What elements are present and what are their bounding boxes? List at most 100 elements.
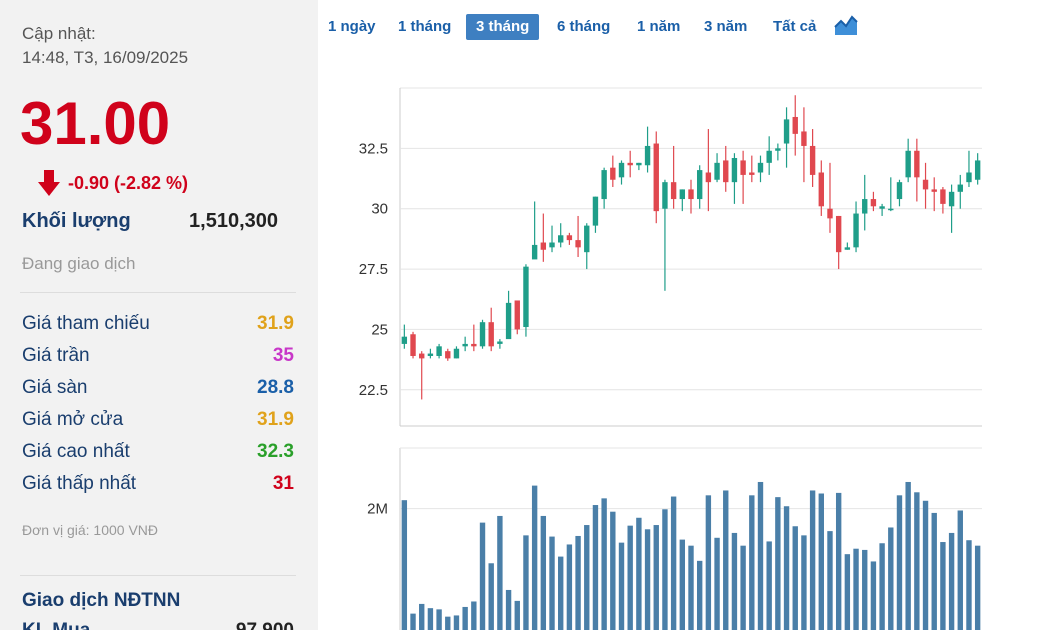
candle-body bbox=[974, 160, 981, 180]
volume-bar bbox=[801, 535, 807, 630]
volume-bar bbox=[948, 532, 955, 630]
candle-body bbox=[566, 235, 573, 241]
volume-bar bbox=[766, 541, 772, 630]
volume-bar bbox=[827, 531, 833, 630]
stock-price-chart: 22.5 25 27.5 30 32.5 2M bbox=[359, 87, 982, 630]
tab-1-year[interactable]: 1 năm bbox=[637, 18, 681, 35]
price-change-row: -0.90 (-2.82 %) bbox=[38, 170, 188, 196]
candle-body bbox=[627, 162, 633, 166]
tab-3-months[interactable]: 3 tháng bbox=[466, 14, 540, 40]
candle-body bbox=[453, 348, 460, 359]
volume-bar bbox=[514, 600, 520, 630]
candle-body bbox=[914, 150, 920, 178]
candle-body bbox=[575, 240, 581, 248]
volume-bar bbox=[870, 561, 877, 630]
volume-bar bbox=[940, 542, 946, 630]
candle-body bbox=[540, 242, 547, 250]
trading-status: Đang giao dịch bbox=[22, 254, 136, 273]
volume-bar bbox=[809, 490, 816, 630]
volume-bar bbox=[757, 481, 764, 630]
volume-bar bbox=[627, 525, 633, 630]
volume-bar bbox=[905, 481, 911, 630]
stock-info-panel: Cập nhật: 14:48, T3, 16/09/2025 31.00 -0… bbox=[0, 0, 318, 630]
stat-value: 28.8 bbox=[257, 377, 294, 398]
current-price: 31.00 bbox=[20, 90, 171, 157]
candle-body bbox=[558, 235, 564, 243]
candle-body bbox=[549, 242, 555, 248]
candle-body bbox=[688, 189, 694, 200]
price-tick-label: 27.5 bbox=[359, 261, 388, 278]
volume-bar bbox=[610, 511, 616, 630]
candle-body bbox=[740, 160, 746, 175]
stat-label: Giá cao nhất bbox=[22, 441, 130, 462]
volume-bar bbox=[558, 556, 564, 630]
foreign-buy-value: 97,900 bbox=[236, 620, 294, 630]
candle-body bbox=[757, 162, 764, 173]
candle-body bbox=[662, 182, 668, 209]
volume-bar bbox=[775, 497, 781, 630]
volume-bar bbox=[888, 527, 894, 630]
tab-3-years[interactable]: 3 năm bbox=[704, 18, 748, 35]
price-unit-note: Đơn vị giá: 1000 VNĐ bbox=[22, 522, 159, 538]
stat-value: 32.3 bbox=[257, 441, 294, 462]
tab-1-month[interactable]: 1 tháng bbox=[398, 18, 452, 35]
candle-body bbox=[783, 119, 790, 144]
candle-body bbox=[957, 184, 963, 192]
candle-body bbox=[419, 353, 425, 359]
volume-bar bbox=[844, 554, 851, 630]
update-label: Cập nhật: bbox=[22, 24, 96, 43]
candle-body bbox=[705, 172, 712, 183]
candle-body bbox=[427, 353, 434, 356]
candle-body bbox=[948, 191, 955, 207]
candle-body bbox=[749, 172, 755, 175]
candle-body bbox=[696, 170, 703, 200]
candle-body bbox=[801, 131, 807, 146]
volume-bar bbox=[462, 606, 468, 630]
stat-reference-price: Giá tham chiếu 31.9 bbox=[22, 313, 294, 343]
stat-low-price: Giá thấp nhất 31 bbox=[22, 473, 294, 503]
candle-body bbox=[410, 334, 416, 356]
volume-bar bbox=[419, 603, 425, 630]
foreign-trading-title: Giao dịch NĐTNN bbox=[22, 590, 181, 611]
candle-body bbox=[931, 189, 937, 192]
volume-bar bbox=[783, 506, 790, 630]
stat-label: Giá tham chiếu bbox=[22, 313, 150, 334]
volume-bar bbox=[436, 609, 442, 630]
volume-bar bbox=[853, 548, 859, 630]
volume-tick-label: 2M bbox=[367, 501, 388, 518]
candle-body bbox=[488, 322, 494, 347]
candle-body bbox=[905, 150, 911, 178]
tab-all[interactable]: Tất cả bbox=[773, 18, 817, 35]
area-chart-icon[interactable] bbox=[834, 14, 858, 36]
stat-label: Giá mở cửa bbox=[22, 409, 124, 430]
volume-bar bbox=[957, 510, 963, 630]
stat-label: Giá thấp nhất bbox=[22, 473, 137, 494]
down-arrow-icon bbox=[38, 170, 60, 196]
divider bbox=[20, 292, 296, 293]
candle-body bbox=[853, 213, 859, 248]
volume-bar bbox=[488, 563, 494, 630]
price-tick-label: 30 bbox=[371, 201, 388, 218]
candle-body bbox=[818, 172, 824, 207]
candle-body bbox=[618, 162, 625, 178]
volume-bar bbox=[540, 515, 547, 630]
candle-body bbox=[601, 170, 607, 200]
volume-bar bbox=[410, 613, 416, 630]
candle-body bbox=[792, 116, 798, 134]
price-tick-label: 25 bbox=[371, 321, 388, 338]
stat-high-price: Giá cao nhất 32.3 bbox=[22, 441, 294, 471]
tab-6-months[interactable]: 6 tháng bbox=[557, 18, 611, 35]
candle-body bbox=[731, 158, 738, 183]
candle-body bbox=[514, 300, 520, 330]
tab-1-day[interactable]: 1 ngày bbox=[328, 18, 376, 35]
volume-bar bbox=[549, 536, 555, 630]
candle-body bbox=[844, 247, 851, 250]
candle-body bbox=[670, 182, 677, 200]
candle-body bbox=[870, 199, 877, 207]
volume-bar bbox=[497, 515, 503, 630]
candle-body bbox=[723, 160, 729, 183]
volume-bar bbox=[618, 542, 625, 630]
volume-bar bbox=[644, 529, 651, 630]
volume-bar bbox=[505, 589, 512, 630]
volume-bar bbox=[896, 495, 903, 630]
